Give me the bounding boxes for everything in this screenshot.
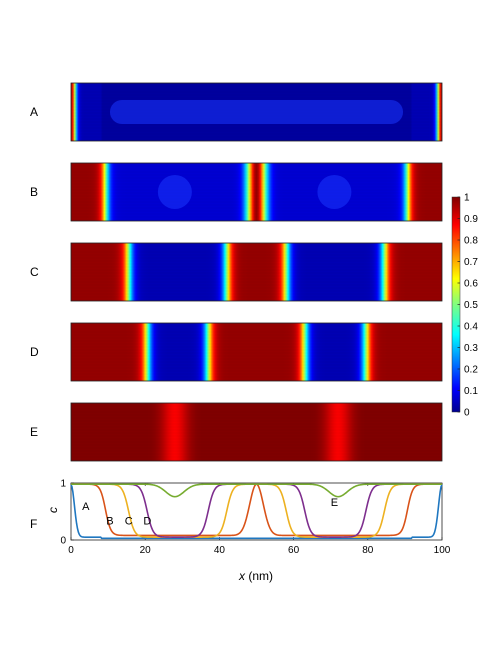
x-tick-label: 20 [140,545,152,556]
panel-letter-c: C [30,265,39,279]
heatmap-border [70,242,443,302]
x-axis-unit: (nm) [245,569,273,583]
colorbar-tick-label: 1 [464,193,470,204]
line-plot-frame [70,482,443,541]
series-label-d: D [143,516,151,528]
heatmap-panels: A B C D E [30,82,443,462]
series-line-a [70,484,443,540]
heatmap-panel-a: A [30,82,443,142]
heatmap-panel-c: C [30,242,443,302]
colorbar-tick-label: 0.6 [464,279,478,290]
colorbar-tick-label: 0.3 [464,343,478,354]
colorbar-tick-label: 0.2 [464,365,478,376]
y-tick-label: 1 [60,479,66,490]
heatmap-inner-region [157,175,192,209]
heatmap-border [70,322,443,382]
colorbar-tick-label: 0.8 [464,236,478,247]
heatmap-field [71,323,442,381]
x-tick-label: 80 [362,545,374,556]
heatmap-inner-region [317,175,352,209]
panel-letter-b: B [30,185,38,199]
panel-letter-a: A [30,105,38,119]
heatmap-inner-region [109,100,404,124]
series-label-b: B [106,516,113,528]
colorbar: 0 0.1 0.2 0.3 0.4 0.5 0.6 0.7 0.8 0.9 1 [451,193,478,419]
heatmap-border [70,82,443,142]
panel-letter-d: D [30,345,39,359]
colorbar-tick-label: 0.7 [464,257,478,268]
heatmap-border [70,162,443,222]
heatmap-field [71,403,442,461]
line-panel-f: F c 0 20 40 60 80 100 0 1 A B C D E x (nm) [30,479,451,584]
panel-letter-e: E [30,425,38,439]
y-tick-label: 0 [60,536,66,547]
heatmap-field [71,163,442,221]
series-label-e: E [331,497,338,509]
x-tick-label: 100 [434,545,451,556]
heatmap-panel-b: B [30,162,443,222]
heatmap-panel-d: D [30,322,443,382]
panel-letter-f: F [30,517,37,531]
colorbar-tick-label: 0.1 [464,386,478,397]
x-axis-variable: x [238,569,246,583]
colorbar-tick-label: 0.5 [464,300,478,311]
colorbar-tick-label: 0 [464,408,470,419]
series-line-e [71,483,442,498]
heatmap-field [71,243,442,301]
x-tick-label: 0 [68,545,74,556]
colorbar-tick-label: 0.4 [464,322,478,333]
series-label-a: A [82,501,90,513]
x-tick-label: 40 [214,545,226,556]
series-label-c: C [125,516,133,528]
x-axis-label: x (nm) [238,569,273,583]
colorbar-tick-label: 0.9 [464,214,478,225]
x-tick-label: 60 [288,545,300,556]
y-axis-label: c [46,507,60,513]
heatmap-border [70,402,443,462]
heatmap-panel-e: E [30,402,443,462]
